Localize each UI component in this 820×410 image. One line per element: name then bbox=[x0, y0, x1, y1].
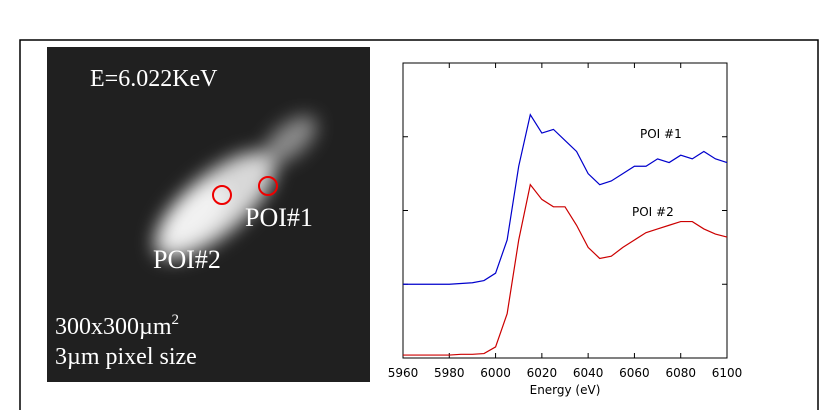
plot-frame bbox=[402, 62, 728, 359]
x-tick-label: 6100 bbox=[712, 366, 743, 380]
x-tick-label: 5980 bbox=[434, 366, 465, 380]
field-size: 300x300µm2 bbox=[55, 312, 179, 340]
poi-marker bbox=[258, 176, 278, 196]
energy-label: E=6.022KeV bbox=[90, 66, 218, 92]
series-line bbox=[403, 113, 728, 285]
x-tick-label: 6020 bbox=[527, 366, 558, 380]
series-label: POI #2 bbox=[632, 205, 674, 219]
poi-label: POI#2 bbox=[153, 245, 221, 274]
poi-marker bbox=[212, 185, 232, 205]
x-tick-label: 6000 bbox=[480, 366, 511, 380]
x-tick-label: 5960 bbox=[388, 366, 419, 380]
x-axis-label: Energy (eV) bbox=[530, 383, 601, 397]
x-tick-label: 6080 bbox=[665, 366, 696, 380]
series-line bbox=[403, 183, 728, 356]
field-size-exponent: 2 bbox=[172, 312, 180, 328]
x-tick-label: 6060 bbox=[619, 366, 650, 380]
sample-blob bbox=[154, 116, 317, 259]
x-tick-label: 6040 bbox=[573, 366, 604, 380]
series-label: POI #1 bbox=[640, 127, 682, 141]
poi-label: POI#1 bbox=[245, 203, 313, 232]
field-size-text: 300x300µm bbox=[55, 314, 172, 340]
pixel-size: 3µm pixel size bbox=[55, 344, 197, 370]
frame bbox=[19, 39, 819, 410]
